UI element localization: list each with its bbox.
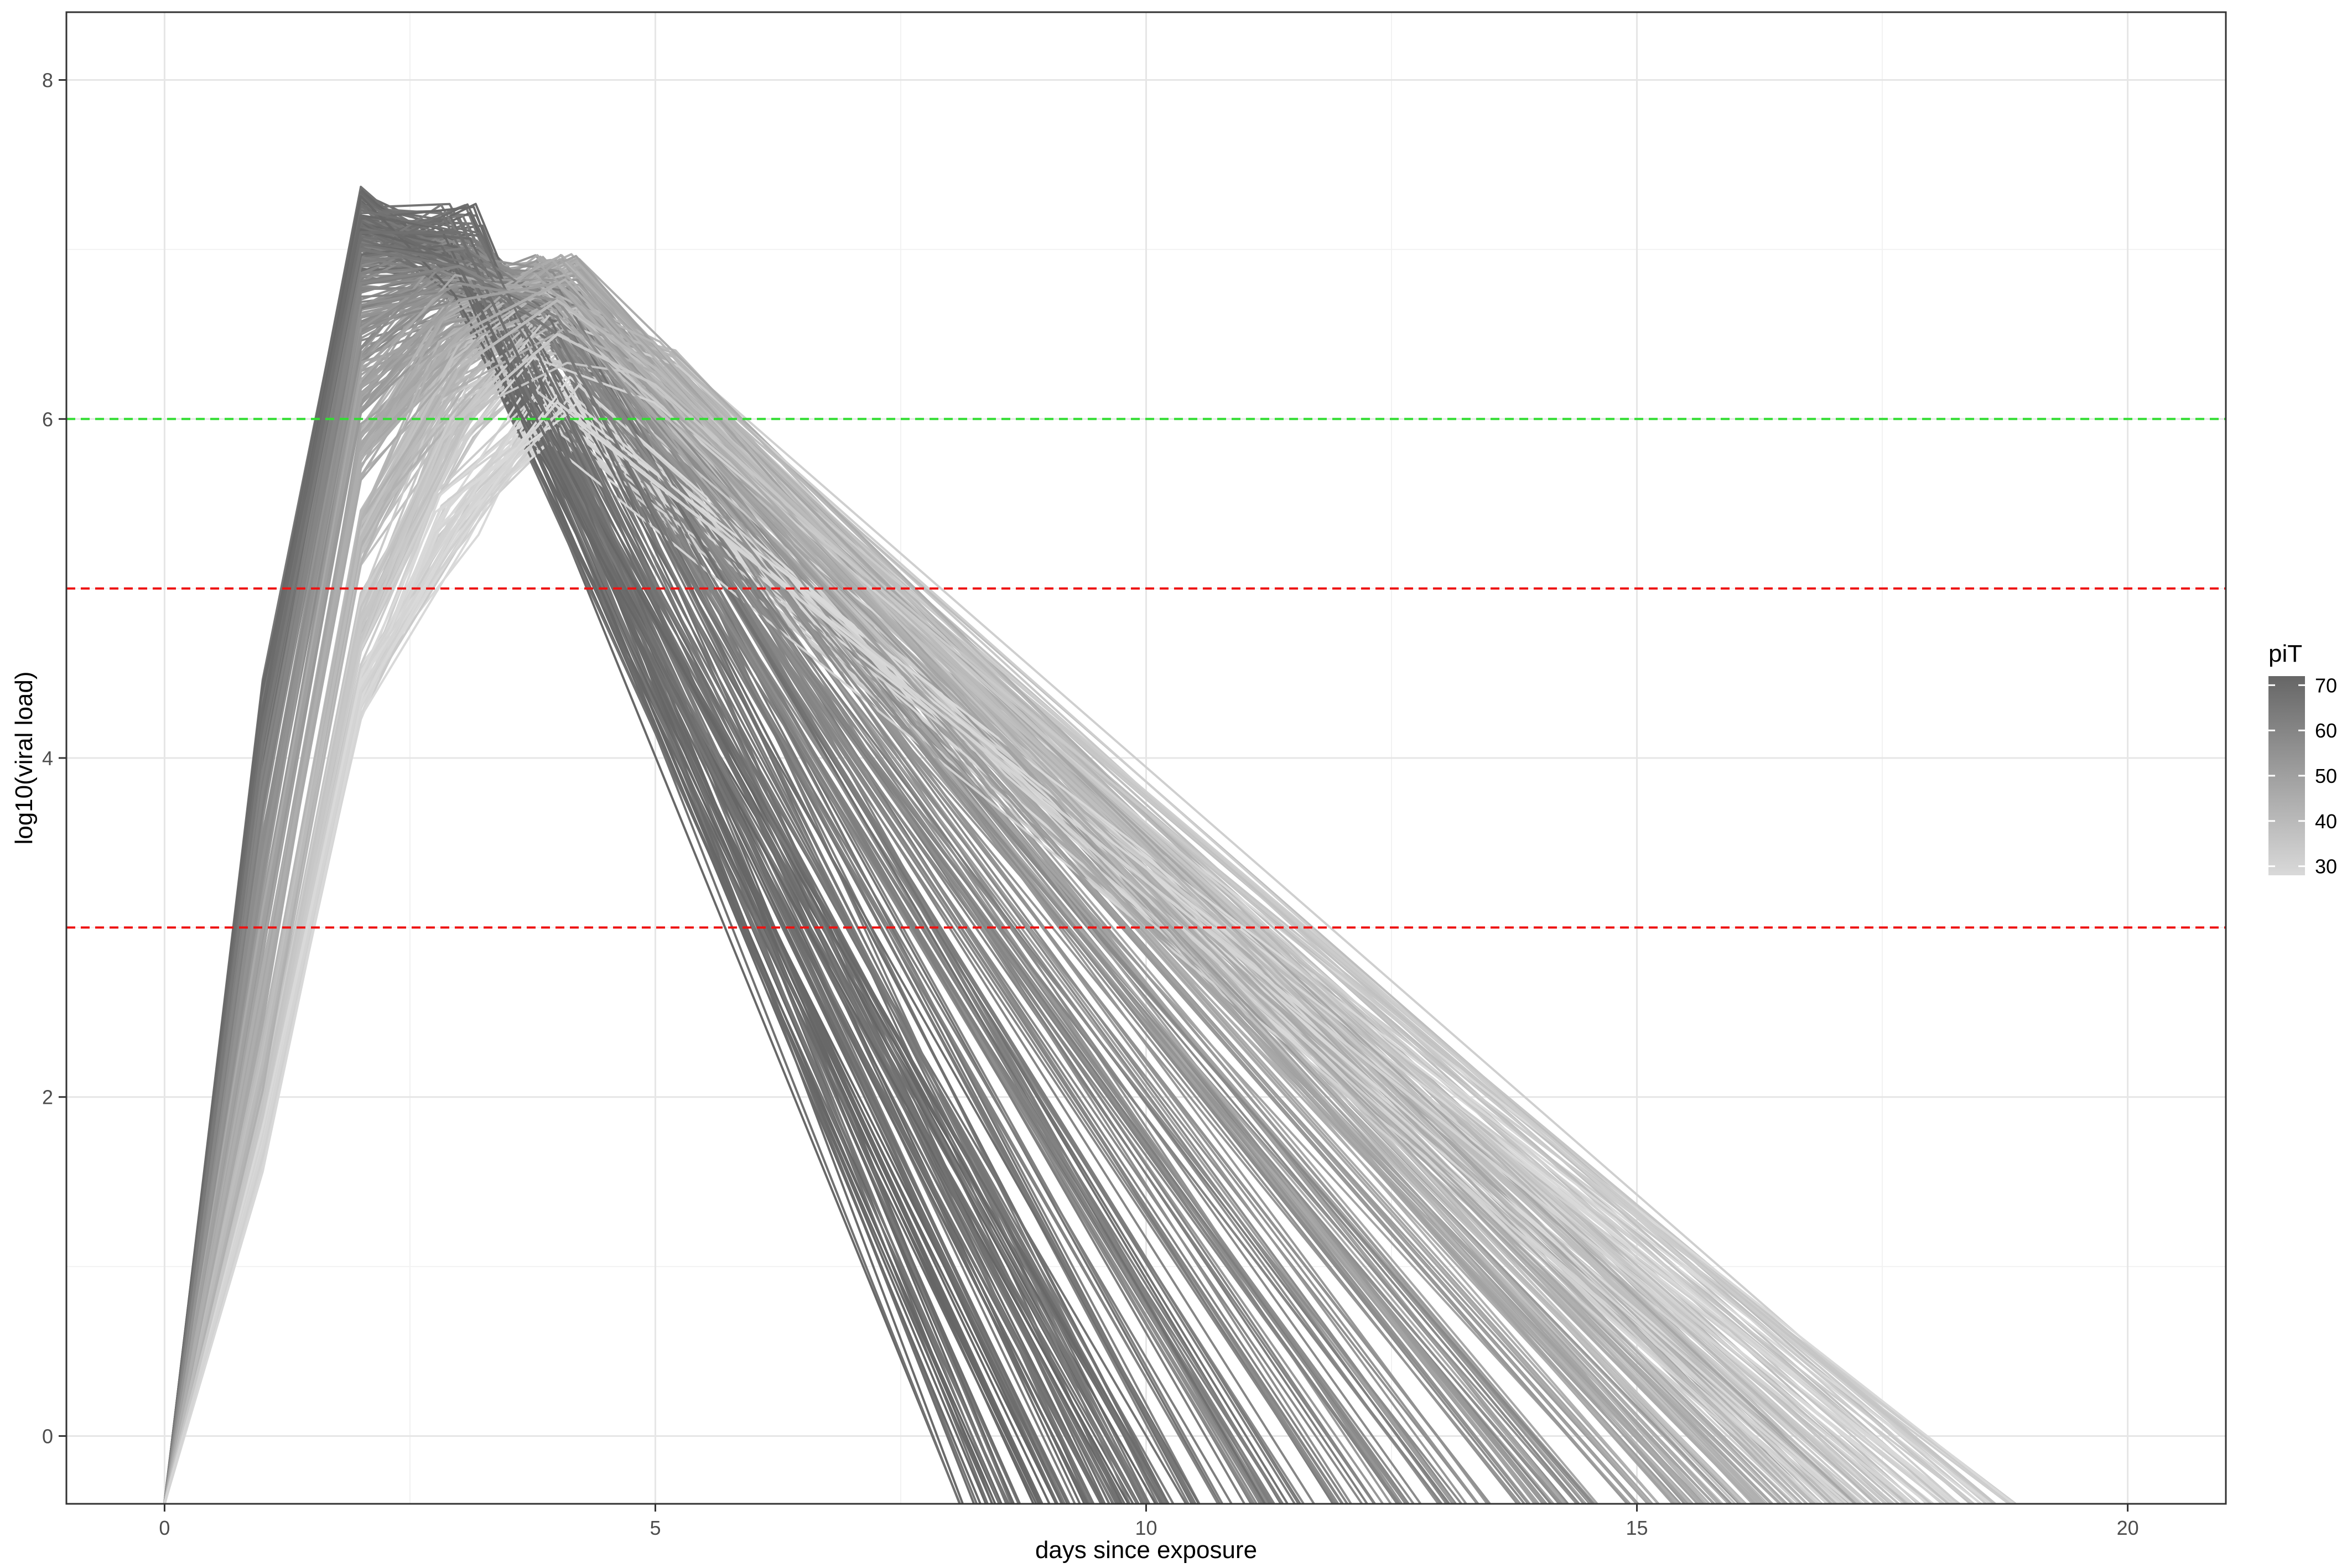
series-line [163,278,1782,1504]
series-line [163,273,1566,1504]
series-line [163,265,1344,1504]
legend-tick-label: 50 [2315,765,2337,787]
y-tick-label: 4 [42,747,53,770]
x-tick-label: 0 [159,1517,170,1539]
y-axis: 0 2 4 6 8 [42,69,66,1447]
series-line [163,401,1957,1504]
y-tick-label: 6 [42,408,53,430]
reference-lines [66,418,2226,929]
legend-tick-label: 30 [2315,855,2337,878]
x-tick-label: 15 [1626,1517,1648,1539]
legend-tick-label: 60 [2315,719,2337,742]
y-axis-title: log10(viral load) [11,671,38,844]
series-line [163,299,1815,1504]
legend-ticks: 30 40 50 60 70 [2268,674,2337,878]
series-line [163,282,1756,1504]
series-line [163,258,1450,1504]
x-tick-label: 5 [650,1517,661,1539]
series-line [163,264,1399,1504]
legend-tick-label: 40 [2315,810,2337,833]
series-line [163,278,1832,1504]
y-tick-label: 2 [42,1086,53,1109]
series-layer [163,185,2017,1504]
x-tick-label: 10 [1135,1517,1157,1539]
series-line [163,304,1594,1504]
x-axis: 0 5 10 15 20 [159,1504,2139,1539]
series-line [163,231,1069,1504]
series-line [163,384,1819,1504]
y-tick-label: 8 [42,69,53,92]
series-line [163,282,1638,1504]
series-line [163,282,1491,1504]
x-axis-title: days since exposure [1035,1536,1257,1564]
series-line [163,248,1197,1504]
legend-tick-label: 70 [2315,674,2337,697]
y-tick-label: 0 [42,1425,53,1447]
legend: piT 30 40 50 60 70 [2268,640,2337,878]
series-line [163,401,1913,1504]
series-line [163,214,1089,1504]
legend-title: piT [2268,640,2302,667]
x-tick-label: 20 [2117,1517,2139,1539]
